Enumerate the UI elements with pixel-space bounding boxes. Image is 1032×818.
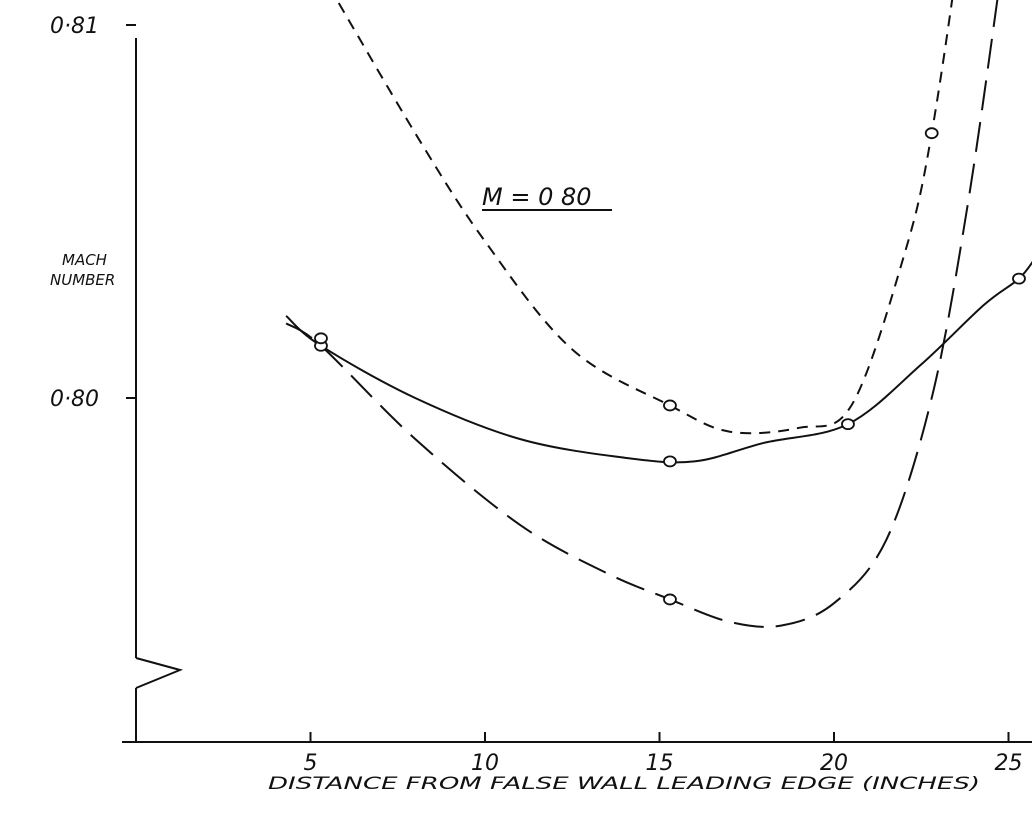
data-point-s3-2 — [663, 593, 677, 606]
x-axis-label: DISTANCE FROM FALSE WALL LEADING EDGE (I… — [268, 774, 980, 794]
data-point-s1-3 — [663, 399, 677, 412]
x-tick-label-4: 25 — [995, 751, 1023, 776]
series-curves — [285, 0, 1032, 628]
y-tick-marks: 0·800·810·820·83 — [50, 14, 136, 412]
series-line-3-long-dash — [285, 0, 999, 628]
y-tick-label-1: 0·81 — [50, 14, 99, 39]
y-axis-label-line1: MACH — [62, 251, 107, 269]
x-tick-label-2: 15 — [646, 751, 674, 776]
data-point-s2-2 — [663, 455, 677, 468]
data-point-s2-4 — [1012, 272, 1026, 285]
x-tick-label-0: 5 — [304, 751, 318, 776]
axis-break-mark — [135, 657, 184, 689]
data-point-s2-3 — [841, 418, 855, 431]
x-tick-marks: 5 10 15 20 25 — [304, 732, 1023, 776]
x-tick-label-3: 20 — [820, 751, 848, 776]
x-tick-label-1: 10 — [471, 751, 499, 776]
series-points — [314, 127, 1026, 606]
series-line-2-solid — [285, 260, 1032, 464]
y-axis-label-line2: NUMBER — [50, 271, 115, 289]
axes — [122, 38, 1032, 743]
data-point-s3-1 — [314, 332, 328, 345]
data-point-s1-4 — [924, 127, 939, 140]
y-tick-label-0: 0·80 — [50, 387, 99, 412]
series-line-1-short-dash — [335, 0, 954, 435]
mach-annotation: M = 0 80 — [482, 183, 592, 211]
